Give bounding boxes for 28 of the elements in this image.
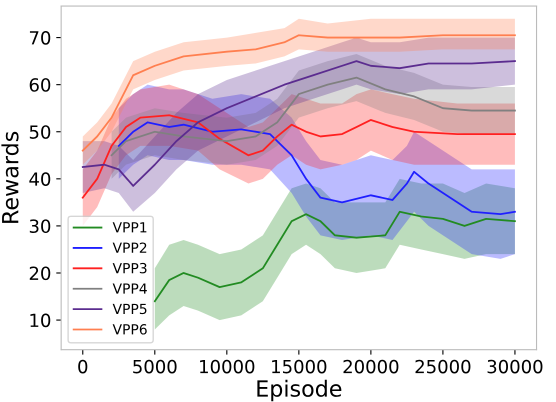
- y-tick-label: 30: [30, 219, 50, 234]
- x-tick-label: 15000: [272, 360, 326, 374]
- x-tick-label: 30000: [488, 360, 542, 374]
- y-axis-title: Rewards: [1, 132, 19, 223]
- y-tick-label: 70: [30, 31, 50, 45]
- legend-label: VPP4: [112, 283, 147, 294]
- legend-label: VPP2: [112, 242, 146, 253]
- line-series: [110, 76, 516, 156]
- y-tick-label: 40: [29, 172, 50, 186]
- line-series: [82, 34, 516, 152]
- y-tick-label: 50: [30, 125, 50, 139]
- line-series: [82, 60, 516, 187]
- x-axis-title: Episode: [257, 380, 342, 402]
- x-tick-label: 10000: [200, 360, 254, 374]
- legend-label: VPP3: [112, 262, 147, 274]
- line-series: [82, 114, 516, 199]
- x-tick-label: 5000: [133, 360, 177, 374]
- line-series: [154, 210, 516, 302]
- x-tick-label: 0: [78, 360, 88, 374]
- legend-label: VPP1: [112, 222, 146, 232]
- legend-label: VPP6: [112, 324, 147, 335]
- x-tick-label: 20000: [343, 360, 398, 374]
- y-tick-label: 20: [30, 266, 50, 280]
- line-series: [118, 121, 516, 216]
- y-tick-label: 10: [30, 314, 50, 328]
- legend-label: VPP5: [112, 304, 146, 314]
- x-tick-label: 25000: [416, 360, 470, 374]
- y-tick-label: 60: [30, 78, 50, 92]
